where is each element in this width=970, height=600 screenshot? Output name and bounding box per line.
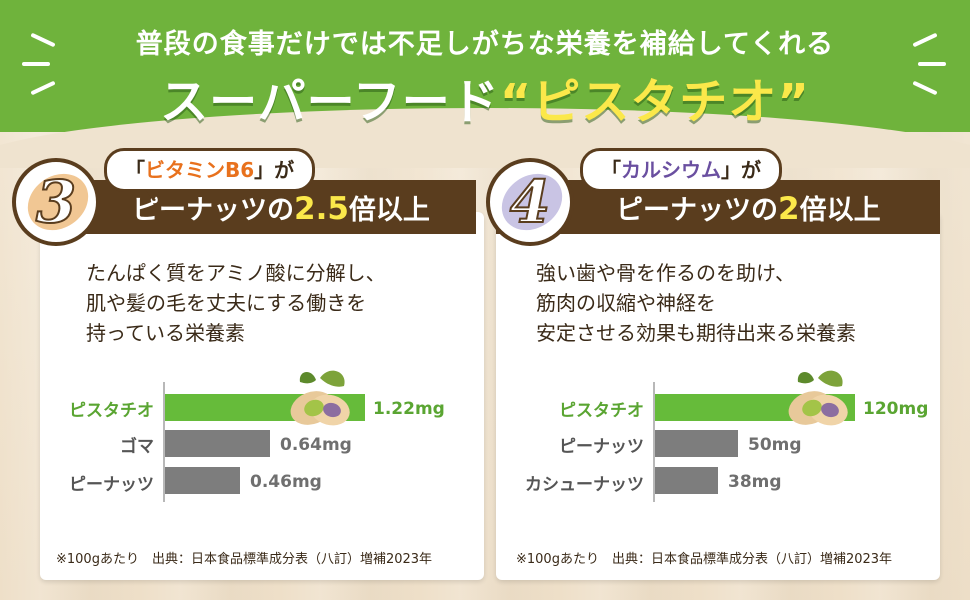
card4-heading-suffix: 倍以上 bbox=[799, 195, 881, 226]
card4-description: 強い歯や骨を作るのを助け、 筋肉の収縮や神経を 安定させる効果も期待出来る栄養素 bbox=[536, 258, 856, 348]
card3-bubble-close: 」が bbox=[254, 158, 295, 182]
card4-heading-number: 2 bbox=[778, 191, 800, 227]
header-title-prefix: スーパーフード bbox=[160, 74, 500, 130]
card4-bar-peanut bbox=[655, 430, 738, 457]
card3-bar-sesame bbox=[165, 430, 270, 457]
card3-row-label: ピーナッツ bbox=[69, 475, 154, 495]
card3-bubble-open: 「 bbox=[125, 158, 145, 182]
card3-nutrient-name: ビタミンB6 bbox=[145, 158, 255, 182]
header-subtitle: 普段の食事だけでは不足しがちな栄養を補給してくれる bbox=[135, 29, 835, 60]
sparkle-left-2 bbox=[22, 62, 50, 66]
card4-value-peanut: 50mg bbox=[748, 435, 802, 455]
sparkle-right-2 bbox=[918, 62, 946, 66]
pistachio-illustration bbox=[290, 370, 350, 426]
card3-chart-axis bbox=[163, 382, 165, 502]
card3-value-sesame: 0.64mg bbox=[280, 435, 352, 455]
card4-number: 4 bbox=[509, 167, 551, 237]
header-title: スーパーフード“ピスタチオ” bbox=[0, 62, 970, 132]
card4-heading-prefix: ピーナッツの bbox=[616, 195, 778, 226]
card4-nutrient-name: カルシウム bbox=[621, 158, 721, 182]
card4-description-line: 安定させる効果も期待出来る栄養素 bbox=[536, 321, 856, 345]
card3-description-line: 持っている栄養素 bbox=[86, 321, 245, 345]
card3-heading-number: 2.5 bbox=[294, 191, 349, 227]
card4-chart-axis bbox=[653, 382, 655, 502]
card3-source-note: ※100gあたり 出典：日本食品標準成分表（八訂）増補2023年 bbox=[56, 552, 433, 567]
card4-row-label: ピーナッツ bbox=[559, 437, 644, 457]
card4-description-line: 強い歯や骨を作るのを助け、 bbox=[536, 261, 795, 285]
card4-heading: ピーナッツの2倍以上 bbox=[616, 188, 881, 227]
card4-row-label: カシューナッツ bbox=[525, 475, 644, 495]
card4-description-line: 筋肉の収縮や神経を bbox=[536, 291, 716, 315]
card3-value-pistachio: 1.22mg bbox=[373, 399, 445, 419]
card3-description-line: たんぱく質をアミノ酸に分解し、 bbox=[86, 261, 386, 285]
card3-description-line: 肌や髪の毛を丈夫にする働きを bbox=[86, 291, 367, 315]
card3-bar-peanut bbox=[165, 467, 240, 494]
card4-bar-cashew bbox=[655, 467, 718, 494]
card3-row-label: ピスタチオ bbox=[69, 401, 154, 421]
card3-number-badge: 3 bbox=[12, 158, 100, 246]
card4-bubble-close: 」が bbox=[721, 158, 761, 182]
card3-nutrient-bubble: 「ビタミンB6」が bbox=[104, 148, 316, 201]
card4-value-cashew: 38mg bbox=[728, 472, 782, 492]
header-title-highlight: “ピスタチオ” bbox=[499, 74, 810, 130]
card3-value-peanut: 0.46mg bbox=[250, 472, 322, 492]
pistachio-illustration bbox=[788, 370, 848, 426]
card4-nutrient-bubble: 「カルシウム」が bbox=[580, 148, 782, 201]
card3-heading-suffix: 倍以上 bbox=[348, 195, 430, 226]
card4-source-note: ※100gあたり 出典：日本食品標準成分表（八訂）増補2023年 bbox=[516, 552, 893, 567]
card3-description: たんぱく質をアミノ酸に分解し、 肌や髪の毛を丈夫にする働きを 持っている栄養素 bbox=[86, 258, 386, 348]
card3-heading: ピーナッツの2.5倍以上 bbox=[132, 188, 430, 227]
card4-value-pistachio: 120mg bbox=[863, 399, 929, 419]
card3-row-label: ゴマ bbox=[120, 437, 154, 457]
card4-number-badge: 4 bbox=[486, 158, 574, 246]
card4-bubble-open: 「 bbox=[601, 158, 621, 182]
card3-number: 3 bbox=[35, 167, 77, 237]
card4-row-label: ピスタチオ bbox=[559, 401, 644, 421]
